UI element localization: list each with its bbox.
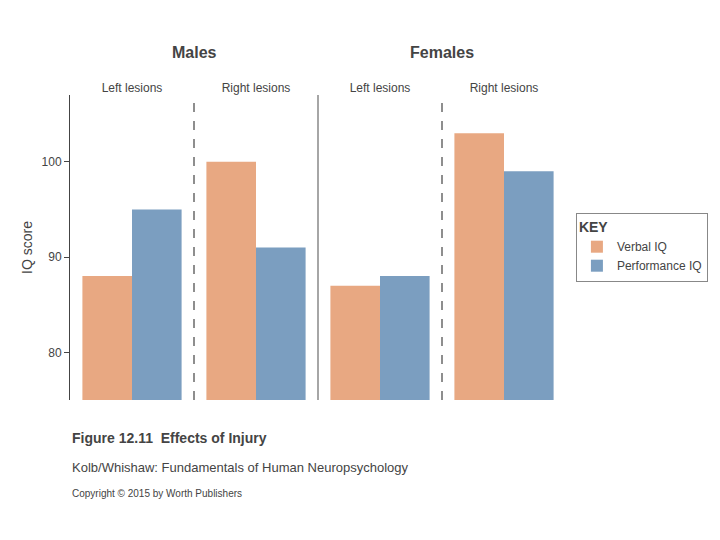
svg-text:Performance IQ: Performance IQ	[617, 259, 702, 273]
svg-text:Right lesions: Right lesions	[470, 81, 539, 95]
svg-text:Figure 12.11 Effects of Injur: Figure 12.11 Effects of Injury	[72, 430, 267, 446]
svg-text:IQ score: IQ score	[19, 221, 35, 274]
svg-text:Left lesions: Left lesions	[350, 81, 411, 95]
svg-text:Kolb/Whishaw: Fundamentals of: Kolb/Whishaw: Fundamentals of Human Neur…	[72, 460, 409, 475]
svg-text:Males: Males	[172, 44, 217, 61]
svg-text:100: 100	[42, 155, 62, 169]
svg-text:90: 90	[48, 250, 62, 264]
svg-text:80: 80	[48, 346, 62, 360]
svg-text:Females: Females	[410, 44, 474, 61]
svg-text:KEY: KEY	[579, 219, 608, 235]
svg-text:Left lesions: Left lesions	[102, 81, 163, 95]
svg-text:Verbal IQ: Verbal IQ	[617, 240, 667, 254]
svg-text:Right lesions: Right lesions	[222, 81, 291, 95]
svg-text:Copyright © 2015 by Worth Publ: Copyright © 2015 by Worth Publishers	[72, 488, 242, 499]
